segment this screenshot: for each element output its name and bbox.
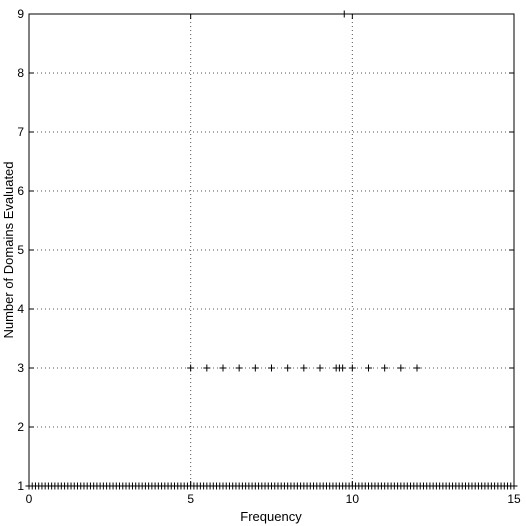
data-point — [340, 10, 348, 18]
data-point — [219, 364, 227, 372]
data-point — [397, 364, 405, 372]
y-tick-label: 7 — [17, 125, 24, 139]
y-tick-label: 9 — [17, 7, 24, 21]
x-tick-label: 0 — [26, 492, 33, 506]
data-point — [510, 482, 518, 490]
data-point — [251, 364, 259, 372]
data-point — [268, 364, 275, 372]
y-tick-label: 2 — [17, 420, 24, 434]
tick-layer: 0 5 10 15 1 2 3 4 5 6 7 8 9 — [17, 7, 521, 506]
data-point — [203, 364, 211, 372]
y-tick-label: 4 — [17, 302, 24, 316]
y-tick-label: 3 — [17, 361, 24, 375]
x-tick-label: 15 — [507, 492, 521, 506]
x-axis-label: Frequency — [240, 509, 302, 524]
mark-layer — [25, 10, 518, 490]
data-point — [187, 364, 195, 372]
data-point — [235, 364, 243, 372]
data-point — [339, 364, 347, 372]
y-tick-label: 8 — [17, 66, 24, 80]
data-point — [284, 364, 292, 372]
y-axis-label: Number of Domains Evaluated — [1, 161, 16, 338]
data-point — [381, 364, 389, 372]
data-point — [300, 364, 308, 372]
y-tick-label: 6 — [17, 184, 24, 198]
grid-layer — [29, 14, 514, 486]
data-point — [348, 364, 356, 372]
data-point — [365, 364, 372, 372]
x-tick-label: 5 — [187, 492, 194, 506]
data-point — [316, 364, 324, 372]
x-tick-label: 10 — [346, 492, 360, 506]
y-tick-label: 5 — [17, 243, 24, 257]
y-tick-label: 1 — [17, 479, 24, 493]
data-point — [413, 364, 421, 372]
